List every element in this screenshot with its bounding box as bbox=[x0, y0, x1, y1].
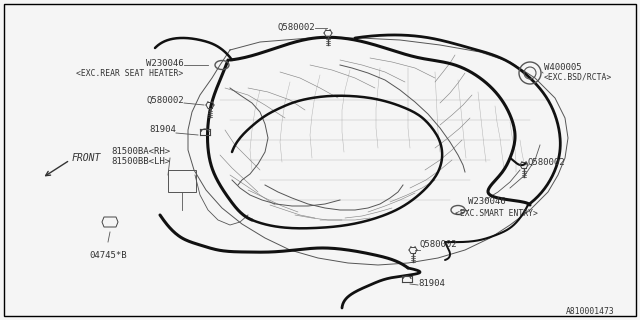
Text: Q580002: Q580002 bbox=[528, 157, 566, 166]
Text: W230046: W230046 bbox=[468, 197, 506, 206]
Text: Q580002: Q580002 bbox=[147, 95, 184, 105]
Text: <EXC.SMART ENTRY>: <EXC.SMART ENTRY> bbox=[455, 209, 538, 218]
Text: W400005: W400005 bbox=[544, 62, 582, 71]
Text: A810001473: A810001473 bbox=[566, 308, 615, 316]
Text: Q580002: Q580002 bbox=[277, 22, 315, 31]
Text: <EXC.BSD/RCTA>: <EXC.BSD/RCTA> bbox=[544, 73, 612, 82]
Text: <EXC.REAR SEAT HEATER>: <EXC.REAR SEAT HEATER> bbox=[76, 69, 183, 78]
Text: 81500BB<LH>: 81500BB<LH> bbox=[111, 157, 170, 166]
Text: 81500BA<RH>: 81500BA<RH> bbox=[111, 148, 170, 156]
Text: 04745*B: 04745*B bbox=[89, 251, 127, 260]
Text: FRONT: FRONT bbox=[72, 153, 101, 163]
Text: W230046: W230046 bbox=[147, 59, 184, 68]
Text: 81904: 81904 bbox=[418, 278, 445, 287]
Text: Q580002: Q580002 bbox=[420, 239, 458, 249]
Text: 81904: 81904 bbox=[149, 125, 176, 134]
Bar bbox=[168, 170, 196, 192]
